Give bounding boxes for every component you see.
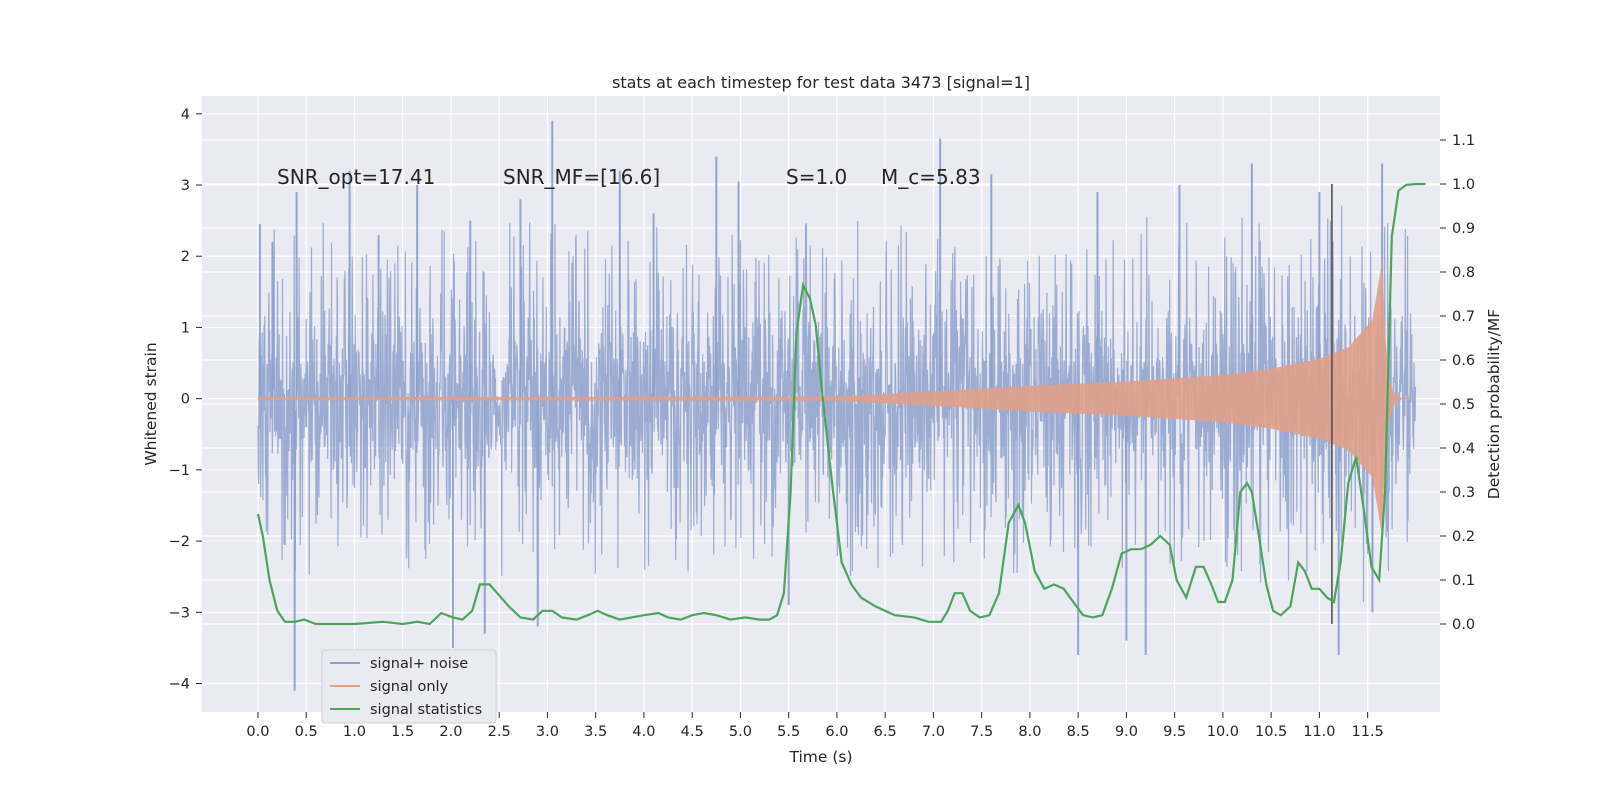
x-tick-label: 5.0 [729,724,752,740]
x-tick-label: 11.0 [1303,724,1335,740]
x-tick-label: 3.5 [584,724,607,740]
x-tick-label: 7.5 [970,724,993,740]
y-tick-label: −2 [169,534,190,550]
y-axis-label-left: Whitened strain [142,342,160,465]
legend-label-stats: signal statistics [370,702,482,718]
y2-tick-label: 0.6 [1452,353,1475,369]
y-tick-label: 2 [181,249,190,265]
annotation-snr-opt: SNR_opt=17.41 [277,165,435,189]
x-tick-label: 10.0 [1207,724,1239,740]
x-tick-label: 11.5 [1351,724,1383,740]
y-ticks-left: 4 3 2 1 0 −1 −2 −3 −4 [169,107,202,693]
x-tick-label: 1.5 [391,724,414,740]
x-tick-label: 4.0 [632,724,655,740]
y2-tick-label: 0.5 [1452,397,1475,413]
y2-tick-label: 0.8 [1452,265,1475,281]
y-tick-label: 4 [181,107,190,123]
y-tick-label: 0 [181,392,190,408]
y2-tick-label: 0.3 [1452,485,1475,501]
y-axis-label-right: Detection probability/MF [1485,309,1503,500]
legend-box [321,649,497,724]
x-tick-label: 9.5 [1163,724,1186,740]
x-axis-label: Time (s) [788,748,852,766]
annotations: SNR_opt=17.41 SNR_MF=[16.6] S=1.0 M_c=5.… [277,165,981,189]
x-ticks: 0.0 0.5 1.0 1.5 2.0 2.5 3.0 3.5 4.0 4.5 5.0 5.5 6.0 6… [246,712,1384,740]
x-tick-label: 3.0 [536,724,559,740]
y-tick-label: −3 [169,605,190,621]
stats-series [256,182,1426,626]
x-tick-label: 0.0 [246,724,269,740]
y2-tick-label: 1.1 [1452,133,1475,149]
signal-line [257,264,1416,535]
x-tick-label: 10.5 [1255,724,1287,740]
x-tick-label: 2.0 [439,724,462,740]
x-tick-label: 0.5 [295,724,318,740]
legend: signal+ noise signal only signal statist… [321,649,497,724]
y-ticks-right: 1.1 1.0 0.9 0.8 0.7 0.6 0.5 0.4 0.3 0.2 0.1 0.0 [1440,133,1475,633]
y2-tick-label: 0.7 [1452,309,1475,325]
x-tick-label: 8.0 [1018,724,1041,740]
y2-tick-label: 1.0 [1452,177,1475,193]
annotation-mc: M_c=5.83 [881,165,981,189]
x-tick-label: 4.5 [681,724,704,740]
x-tick-label: 6.5 [874,724,897,740]
x-tick-label: 7.0 [922,724,945,740]
y-tick-label: −1 [169,463,190,479]
y2-tick-label: 0.0 [1452,617,1475,633]
y-tick-label: 3 [181,178,190,194]
y-tick-label: −4 [169,677,190,693]
stats-line [256,182,1426,626]
y2-tick-label: 0.9 [1452,221,1475,237]
signal-series [257,264,1416,535]
annotation-snr-mf: SNR_MF=[16.6] [503,165,660,189]
x-tick-label: 9.0 [1115,724,1138,740]
x-tick-label: 6.0 [825,724,848,740]
y-tick-label: 1 [181,320,190,336]
legend-label-signal: signal only [370,679,449,695]
chart-title: stats at each timestep for test data 347… [612,73,1030,92]
legend-label-noise: signal+ noise [370,656,468,672]
y2-tick-label: 0.2 [1452,529,1475,545]
x-tick-label: 8.5 [1067,724,1090,740]
annotation-s: S=1.0 [786,165,847,189]
x-tick-label: 2.5 [488,724,511,740]
x-tick-label: 1.0 [343,724,366,740]
y2-tick-label: 0.4 [1452,441,1475,457]
y2-tick-label: 0.1 [1452,573,1475,589]
x-tick-label: 5.5 [777,724,800,740]
